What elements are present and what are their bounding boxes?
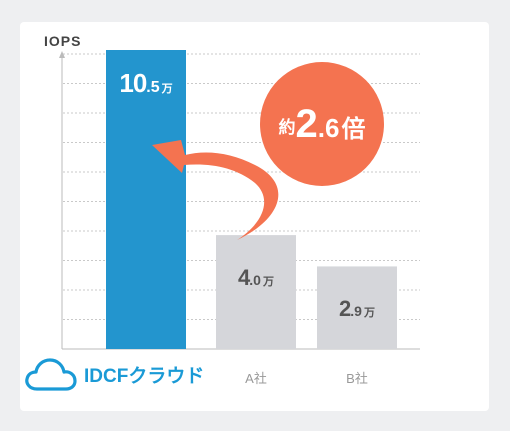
cloud-icon xyxy=(25,358,77,391)
badge-integer: 2 xyxy=(295,102,318,146)
bar-value-label: 2.9 万 xyxy=(339,296,375,322)
badge-prefix: 約 xyxy=(278,118,296,137)
logo-text: IDCFクラウド xyxy=(84,365,205,387)
bar-b-sha xyxy=(317,266,397,349)
bar-idcf-cloud xyxy=(106,50,186,349)
y-axis-label: IOPS xyxy=(44,33,82,49)
bar-value-label: 10.5 万 xyxy=(119,68,173,98)
category-label-a: A社 xyxy=(245,371,267,386)
category-label-b: B社 xyxy=(346,371,368,386)
bars xyxy=(106,50,397,349)
idcf-logo: IDCFクラウド xyxy=(24,356,204,392)
badge-suffix: 倍 xyxy=(341,116,366,143)
comparison-arrow xyxy=(152,140,279,240)
badge-decimal: .6 xyxy=(317,113,340,143)
bar-value-label: 4.0 万 xyxy=(238,265,274,291)
bar-a-sha xyxy=(216,235,296,349)
y-axis-arrow xyxy=(59,51,65,58)
ratio-badge: 約2.6倍 xyxy=(260,62,384,186)
arrow-body xyxy=(152,140,279,240)
